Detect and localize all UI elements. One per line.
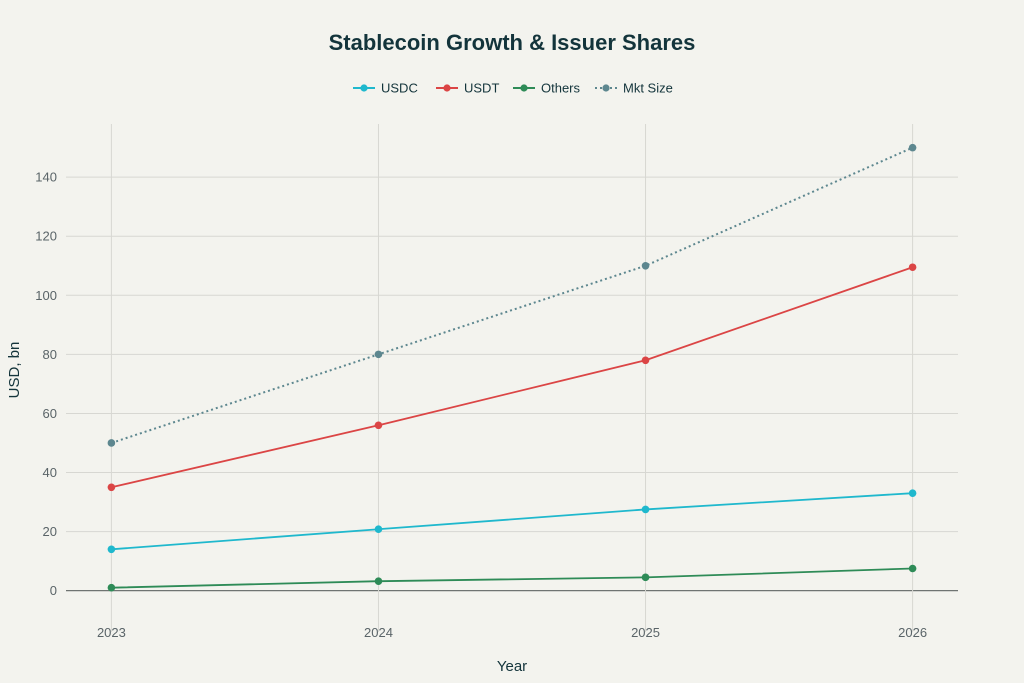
legend-swatch-marker — [602, 84, 610, 92]
legend-item[interactable]: Mkt Size — [595, 81, 673, 96]
data-point[interactable] — [374, 350, 383, 359]
data-point[interactable] — [374, 421, 383, 430]
data-point[interactable] — [374, 525, 383, 534]
series-line — [111, 492, 913, 551]
legend-swatch-marker — [360, 84, 368, 92]
data-point[interactable] — [107, 483, 116, 492]
y-tick-label: 80 — [43, 347, 57, 362]
data-point[interactable] — [641, 505, 650, 514]
legend: USDC USDT Others Mkt Size — [353, 81, 673, 96]
legend-item[interactable]: USDT — [436, 81, 499, 96]
data-point[interactable] — [908, 143, 917, 152]
data-point[interactable] — [374, 577, 383, 585]
y-tick-label: 140 — [35, 170, 57, 185]
data-point[interactable] — [908, 263, 917, 272]
legend-item[interactable]: USDC — [353, 81, 418, 96]
data-point[interactable] — [107, 545, 116, 554]
data-point[interactable] — [641, 261, 650, 270]
legend-label: Mkt Size — [623, 81, 673, 96]
y-tick-label: 40 — [43, 465, 57, 480]
y-tick-label: 20 — [43, 524, 57, 539]
series-line — [111, 266, 913, 489]
gridlines — [66, 124, 958, 632]
legend-swatch-marker — [520, 84, 528, 92]
plot-area — [107, 143, 917, 592]
legend-swatch-marker — [443, 84, 451, 92]
y-tick-label: 60 — [43, 406, 57, 421]
legend-label: USDC — [381, 81, 418, 96]
y-axis-title: USD, bn — [6, 342, 23, 399]
data-point[interactable] — [908, 489, 917, 497]
data-point[interactable] — [908, 564, 917, 573]
legend-label: USDT — [464, 81, 499, 96]
chart-title: Stablecoin Growth & Issuer Shares — [329, 30, 696, 55]
series-line — [111, 146, 914, 444]
series-usdt — [107, 263, 917, 492]
series-usdc — [107, 489, 917, 554]
legend-item[interactable]: Others — [513, 81, 581, 96]
legend-label: Others — [541, 81, 581, 96]
data-point[interactable] — [641, 573, 650, 582]
x-tick-label: 2024 — [364, 625, 393, 640]
x-tick-label: 2023 — [97, 625, 126, 640]
y-tick-label: 0 — [50, 583, 57, 598]
axes: 0 20 40 60 80 100 120 140 2023 2024 2025 2026 — [35, 170, 927, 640]
x-tick-label: 2026 — [898, 625, 927, 640]
y-tick-label: 100 — [35, 288, 57, 303]
series-others — [107, 564, 917, 592]
x-tick-label: 2025 — [631, 625, 660, 640]
y-tick-label: 120 — [35, 229, 57, 244]
data-point[interactable] — [641, 356, 650, 365]
x-axis-title: Year — [497, 658, 527, 675]
series-line — [111, 567, 913, 589]
data-point[interactable] — [107, 583, 116, 592]
data-point[interactable] — [107, 439, 116, 447]
series-mkt-size — [107, 143, 917, 447]
